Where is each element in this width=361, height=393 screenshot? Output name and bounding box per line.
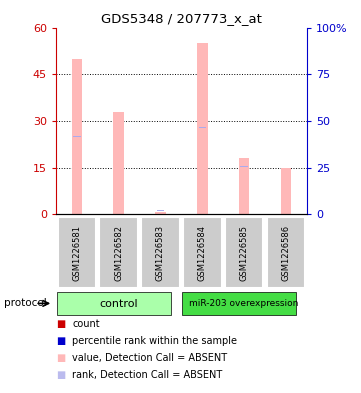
Text: GSM1226583: GSM1226583 (156, 224, 165, 281)
Text: ■: ■ (56, 353, 65, 363)
FancyBboxPatch shape (267, 217, 305, 288)
Text: ■: ■ (56, 336, 65, 346)
FancyBboxPatch shape (182, 292, 296, 315)
Text: GSM1226581: GSM1226581 (72, 224, 81, 281)
Bar (113, 112, 124, 214)
FancyBboxPatch shape (57, 292, 170, 315)
Title: GDS5348 / 207773_x_at: GDS5348 / 207773_x_at (101, 12, 262, 25)
FancyBboxPatch shape (141, 217, 180, 288)
Text: rank, Detection Call = ABSENT: rank, Detection Call = ABSENT (72, 370, 222, 380)
Bar (240, 166, 248, 167)
Bar (199, 127, 206, 128)
Text: count: count (72, 319, 100, 329)
Text: ■: ■ (56, 370, 65, 380)
Text: control: control (99, 299, 138, 309)
Text: miR-203 overexpression: miR-203 overexpression (190, 299, 299, 308)
Bar (197, 43, 208, 214)
Bar (155, 212, 166, 214)
Text: ■: ■ (56, 319, 65, 329)
FancyBboxPatch shape (225, 217, 264, 288)
Text: GSM1226586: GSM1226586 (282, 224, 291, 281)
Text: GSM1226582: GSM1226582 (114, 224, 123, 281)
Text: value, Detection Call = ABSENT: value, Detection Call = ABSENT (72, 353, 227, 363)
FancyBboxPatch shape (99, 217, 138, 288)
Bar (71, 59, 82, 214)
FancyBboxPatch shape (58, 217, 96, 288)
Text: protocol: protocol (4, 298, 46, 309)
Text: GSM1226585: GSM1226585 (240, 224, 249, 281)
Text: percentile rank within the sample: percentile rank within the sample (72, 336, 237, 346)
Bar (281, 167, 291, 214)
Bar (239, 158, 249, 214)
FancyBboxPatch shape (183, 217, 222, 288)
Bar (73, 136, 81, 137)
Text: GSM1226584: GSM1226584 (198, 224, 207, 281)
